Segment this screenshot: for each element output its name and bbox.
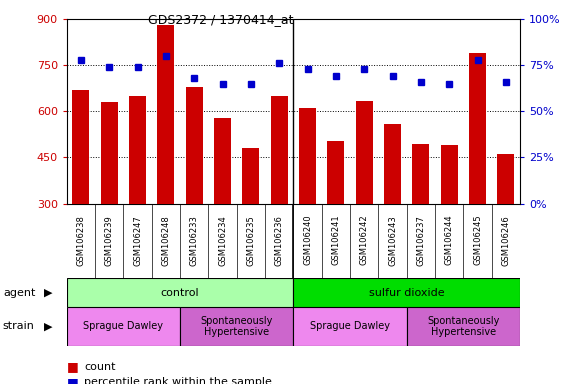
Bar xyxy=(384,124,401,204)
Text: GSM106242: GSM106242 xyxy=(360,215,369,265)
Bar xyxy=(328,141,345,204)
Text: GSM106233: GSM106233 xyxy=(190,215,199,266)
Bar xyxy=(413,144,429,204)
Bar xyxy=(129,96,146,204)
Text: GSM106241: GSM106241 xyxy=(331,215,340,265)
Bar xyxy=(67,278,293,307)
Text: ▶: ▶ xyxy=(44,321,52,331)
Bar xyxy=(214,118,231,204)
Text: Sprague Dawley: Sprague Dawley xyxy=(310,321,390,331)
Text: count: count xyxy=(84,362,116,372)
Text: Sprague Dawley: Sprague Dawley xyxy=(84,321,163,331)
Text: ▶: ▶ xyxy=(44,288,52,298)
Bar xyxy=(407,307,520,346)
Bar xyxy=(356,101,373,204)
Text: sulfur dioxide: sulfur dioxide xyxy=(369,288,444,298)
Text: ■: ■ xyxy=(67,376,78,384)
Text: GSM106235: GSM106235 xyxy=(246,215,256,265)
Text: agent: agent xyxy=(3,288,35,298)
Text: GSM106234: GSM106234 xyxy=(218,215,227,265)
Text: Spontaneously
Hypertensive: Spontaneously Hypertensive xyxy=(427,316,500,337)
Bar xyxy=(180,307,293,346)
Bar xyxy=(67,307,180,346)
Bar xyxy=(73,90,89,204)
Bar xyxy=(497,154,514,204)
Bar xyxy=(440,145,458,204)
Text: GSM106245: GSM106245 xyxy=(473,215,482,265)
Bar xyxy=(293,307,407,346)
Text: GSM106243: GSM106243 xyxy=(388,215,397,265)
Text: Spontaneously
Hypertensive: Spontaneously Hypertensive xyxy=(200,316,273,337)
Bar xyxy=(469,53,486,204)
Text: ■: ■ xyxy=(67,360,78,373)
Bar xyxy=(293,278,520,307)
Text: GSM106244: GSM106244 xyxy=(444,215,454,265)
Text: GSM106248: GSM106248 xyxy=(162,215,170,265)
Text: percentile rank within the sample: percentile rank within the sample xyxy=(84,377,272,384)
Bar xyxy=(299,108,316,204)
Text: strain: strain xyxy=(3,321,35,331)
Text: GSM106240: GSM106240 xyxy=(303,215,312,265)
Text: GSM106236: GSM106236 xyxy=(275,215,284,266)
Bar xyxy=(101,102,118,204)
Bar xyxy=(186,87,203,204)
Text: GSM106237: GSM106237 xyxy=(417,215,425,266)
Bar xyxy=(242,148,259,204)
Text: GSM106246: GSM106246 xyxy=(501,215,510,265)
Bar xyxy=(271,96,288,204)
Text: control: control xyxy=(161,288,199,298)
Bar xyxy=(157,25,174,204)
Text: GDS2372 / 1370414_at: GDS2372 / 1370414_at xyxy=(148,13,293,26)
Text: GSM106239: GSM106239 xyxy=(105,215,114,265)
Text: GSM106247: GSM106247 xyxy=(133,215,142,265)
Text: GSM106238: GSM106238 xyxy=(77,215,85,266)
